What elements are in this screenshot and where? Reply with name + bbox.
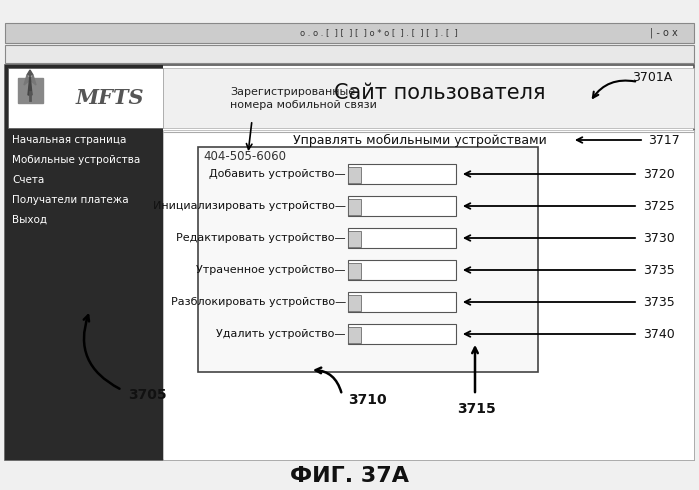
Text: Управлять мобильными устройствами: Управлять мобильными устройствами bbox=[293, 133, 547, 147]
Polygon shape bbox=[24, 75, 30, 85]
FancyBboxPatch shape bbox=[348, 228, 456, 248]
Text: Удалить устройство—: Удалить устройство— bbox=[217, 329, 346, 339]
Polygon shape bbox=[28, 75, 32, 95]
Text: Выход: Выход bbox=[12, 215, 47, 225]
Text: Разблокировать устройство—: Разблокировать устройство— bbox=[171, 297, 346, 307]
Text: 3735: 3735 bbox=[643, 264, 675, 276]
Text: 3725: 3725 bbox=[643, 199, 675, 213]
FancyBboxPatch shape bbox=[348, 327, 361, 343]
Text: 3717: 3717 bbox=[648, 133, 679, 147]
FancyBboxPatch shape bbox=[5, 65, 694, 460]
FancyBboxPatch shape bbox=[348, 295, 361, 311]
Text: 3710: 3710 bbox=[348, 393, 387, 407]
Text: Добавить устройство—: Добавить устройство— bbox=[210, 169, 346, 179]
Text: Инициализировать устройство—: Инициализировать устройство— bbox=[153, 201, 346, 211]
Text: Зарегистрированные: Зарегистрированные bbox=[230, 87, 355, 97]
Text: 3730: 3730 bbox=[643, 231, 675, 245]
FancyBboxPatch shape bbox=[5, 45, 694, 63]
Text: Начальная страница: Начальная страница bbox=[12, 135, 127, 145]
FancyBboxPatch shape bbox=[198, 147, 538, 372]
FancyBboxPatch shape bbox=[5, 65, 163, 460]
FancyBboxPatch shape bbox=[348, 324, 456, 344]
Text: Мобильные устройства: Мобильные устройства bbox=[12, 155, 140, 165]
Text: 3740: 3740 bbox=[643, 327, 675, 341]
FancyBboxPatch shape bbox=[348, 164, 456, 184]
Text: 3720: 3720 bbox=[643, 168, 675, 180]
Text: | - o x: | - o x bbox=[650, 28, 678, 38]
FancyBboxPatch shape bbox=[348, 260, 456, 280]
Text: Сайт пользователя: Сайт пользователя bbox=[334, 83, 546, 103]
Text: 404-505-6060: 404-505-6060 bbox=[203, 149, 286, 163]
Text: MFTS: MFTS bbox=[75, 88, 144, 108]
Text: o . o . [  ] [  ] [  ] o * o [  ] . [  ] [  ] . [  ]: o . o . [ ] [ ] [ ] o * o [ ] . [ ] [ ] … bbox=[300, 28, 458, 38]
Text: номера мобильной связи: номера мобильной связи bbox=[230, 100, 377, 110]
Text: 3735: 3735 bbox=[643, 295, 675, 309]
Text: ФИГ. 37А: ФИГ. 37А bbox=[291, 466, 410, 486]
Text: 3705: 3705 bbox=[128, 388, 166, 402]
Text: Редактировать устройство—: Редактировать устройство— bbox=[176, 233, 346, 243]
FancyBboxPatch shape bbox=[348, 167, 361, 183]
FancyBboxPatch shape bbox=[348, 263, 361, 279]
FancyBboxPatch shape bbox=[348, 199, 361, 215]
Text: Счета: Счета bbox=[12, 175, 44, 185]
Text: 3715: 3715 bbox=[458, 402, 496, 416]
FancyBboxPatch shape bbox=[348, 196, 456, 216]
Text: Получатели платежа: Получатели платежа bbox=[12, 195, 129, 205]
FancyBboxPatch shape bbox=[5, 23, 694, 43]
Text: Утраченное устройство—: Утраченное устройство— bbox=[196, 265, 346, 275]
FancyBboxPatch shape bbox=[348, 292, 456, 312]
Text: 3701A: 3701A bbox=[632, 72, 672, 84]
FancyBboxPatch shape bbox=[163, 130, 694, 460]
Polygon shape bbox=[27, 70, 33, 75]
FancyBboxPatch shape bbox=[163, 68, 694, 128]
Polygon shape bbox=[30, 75, 36, 85]
FancyBboxPatch shape bbox=[348, 231, 361, 247]
FancyBboxPatch shape bbox=[8, 68, 163, 128]
